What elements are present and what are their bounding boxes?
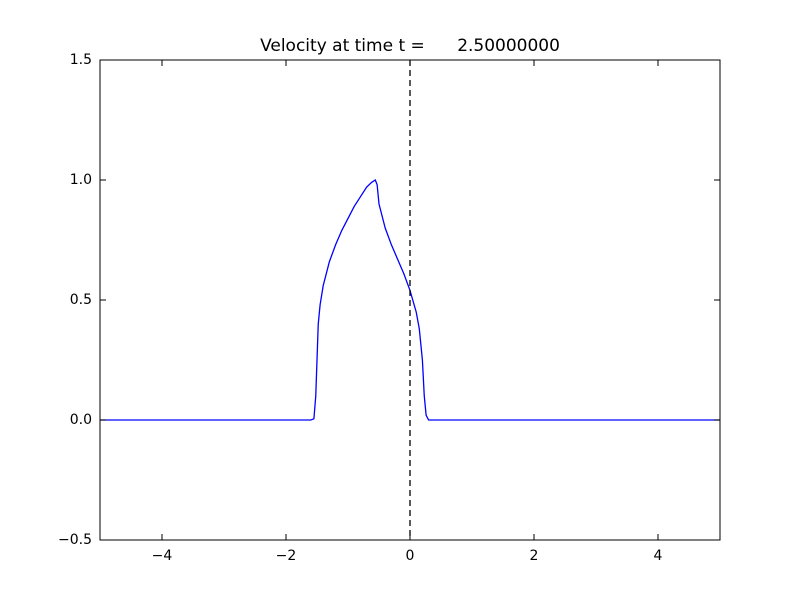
- x-tick-label: 4: [654, 548, 663, 564]
- chart-title: Velocity at time t = 2.50000000: [260, 36, 560, 56]
- y-tick-label: 0.5: [70, 292, 92, 308]
- y-tick-label: −0.5: [58, 532, 92, 548]
- x-tick-label: 2: [530, 548, 539, 564]
- data-line: [100, 179, 720, 421]
- x-tick-label: 0: [406, 548, 415, 564]
- x-tick-label: −4: [152, 548, 173, 564]
- y-tick-label: 0.0: [70, 412, 92, 428]
- y-tick-label: 1.0: [70, 172, 92, 188]
- x-tick-label: −2: [276, 548, 297, 564]
- y-tick-label: 1.5: [70, 52, 92, 68]
